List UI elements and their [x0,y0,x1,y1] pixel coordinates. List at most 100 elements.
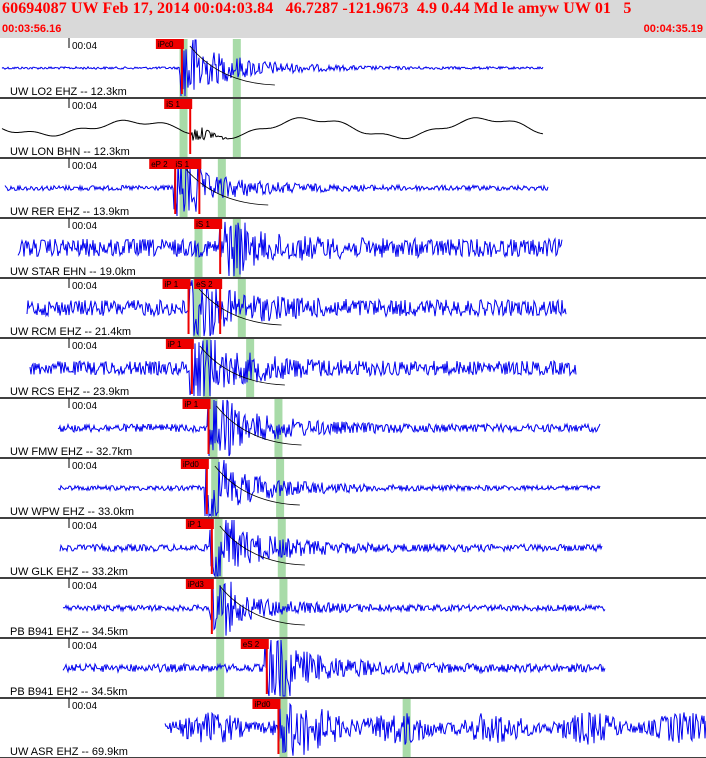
waveform-line [57,399,601,457]
pick-label: iP 1 [165,280,179,289]
trace-panel[interactable]: eP 2 iS 1 00:04 UW RER EHZ -- 13.9km [0,158,706,219]
analysis-window [179,159,188,217]
analysis-window [279,639,288,697]
trace-panel[interactable]: iPc0 00:04 UW LO2 EHZ -- 12.3km [0,38,706,99]
analysis-window [211,459,220,517]
trace-panel[interactable]: iP 1 eS 2 00:04 UW RCM EHZ -- 21.4km [0,278,706,339]
channel-label: PB B941 EH2 -- 34.5km [10,686,127,698]
pick-label: iPd0 [254,700,271,709]
trace-panel[interactable]: iS 1 00:04 UW LON BHN -- 12.3km [0,98,706,159]
coda-curve [216,405,302,446]
pick-label-box[interactable] [252,699,281,709]
pick-label-box[interactable] [149,159,178,169]
waveform-line [59,519,603,578]
pick-label-box[interactable] [240,639,269,649]
seismogram-plot[interactable]: iPc0 00:04 UW LO2 EHZ -- 12.3km iS 1 00:04 UW… [0,38,706,758]
analysis-window [277,519,286,577]
time-tick-label: 00:04 [72,521,97,532]
pick-label-box[interactable] [164,99,193,109]
analysis-window [192,279,201,337]
trace-panel[interactable]: iPd0 00:04 UW ASR EHZ -- 69.9km [0,698,706,758]
time-tick-label: 00:04 [72,641,97,652]
coda-curve [219,585,305,626]
trace-panel[interactable]: iP 1 00:04 UW GLK EHZ -- 33.2km [0,518,706,579]
waveform-line [58,459,601,518]
pick-label: eP 2 [151,160,168,169]
waveform-line [26,279,567,337]
channel-label: UW RCS EHZ -- 23.9km [10,386,129,398]
trace-panel[interactable]: iPd0 00:04 UW WPW EHZ -- 33.0km [0,458,706,519]
pick-label-box[interactable] [194,279,223,289]
time-tick-label: 00:04 [72,161,97,172]
time-tick-label: 00:04 [72,701,97,712]
event-title: 60694087 UW Feb 17, 2014 00:04:03.84 46.… [2,0,632,17]
channel-label: UW FMW EHZ -- 32.7km [10,446,132,458]
pick-label: iP 1 [185,400,199,409]
waveform-line [164,702,706,756]
pick-label: iP 1 [168,340,182,349]
time-tick-label: 00:04 [72,401,97,412]
channel-label: UW RCM EHZ -- 21.4km [10,326,131,338]
channel-label: UW GLK EHZ -- 33.2km [10,566,128,578]
analysis-window [276,459,285,517]
trace-panel[interactable]: iP 1 00:04 UW RCS EHZ -- 23.9km [0,338,706,399]
analysis-window [237,279,246,337]
pick-label-box[interactable] [185,579,214,589]
end-time-label: 00:04:35.19 [643,23,703,35]
pick-label: eS 2 [243,640,260,649]
waveform-line [62,581,606,636]
pick-label: iPc0 [158,40,174,49]
channel-label: PB B941 EHZ -- 34.5km [10,626,128,638]
pick-label-box[interactable] [162,279,191,289]
coda-curve [199,345,285,386]
pick-label: iS 1 [196,220,210,229]
pick-label-box[interactable] [165,339,194,349]
analysis-window [279,699,288,757]
channel-label: UW RER EHZ -- 13.9km [10,206,129,218]
waveform-line [17,219,563,277]
trace-panel[interactable]: iPd3 00:04 PB B941 EHZ -- 34.5km [0,578,706,639]
pick-label: iPd3 [188,580,205,589]
analysis-window [216,579,225,637]
coda-curve [214,465,300,506]
time-tick-label: 00:04 [72,41,97,52]
pick-label-box[interactable] [194,219,223,229]
time-tick-label: 00:04 [72,461,97,472]
channel-label: UW LO2 EHZ -- 12.3km [10,86,127,98]
time-tick-label: 00:04 [72,281,97,292]
waveform-line [62,639,606,697]
channel-label: UW WPW EHZ -- 33.0km [10,506,134,518]
time-tick-label: 00:04 [72,221,97,232]
trace-panel[interactable]: iP 1 00:04 UW FMW EHZ -- 32.7km [0,398,706,459]
analysis-window [216,639,225,697]
start-time-label: 00:03:56.16 [2,23,62,35]
time-tick-label: 00:04 [72,341,97,352]
trace-panel[interactable]: iS 1 00:04 UW STAR EHN -- 19.0km [0,218,706,279]
pick-label-box[interactable] [180,459,209,469]
analysis-window [202,339,211,397]
pick-label: iS 1 [166,100,180,109]
pick-label-box[interactable] [173,159,202,169]
analysis-window [179,99,188,157]
analysis-window [232,39,241,97]
channel-label: UW LON BHN -- 12.3km [10,146,130,158]
coda-curve [219,525,305,566]
waveform-line [29,339,577,397]
pick-label-box[interactable] [185,519,214,529]
pick-label: iPd0 [183,460,200,469]
waveform-line [1,117,544,141]
trace-panel[interactable]: eS 2 00:04 PB B941 EH2 -- 34.5km [0,638,706,699]
channel-label: UW ASR EHZ -- 69.9km [10,746,128,758]
analysis-window [232,99,241,157]
pick-label-box[interactable] [155,39,184,49]
pick-label-box[interactable] [182,399,211,409]
coda-curve [196,285,282,326]
time-tick-label: 00:04 [72,101,97,112]
waveform-line [1,39,544,97]
time-tick-label: 00:04 [72,581,97,592]
coda-curve [189,45,275,86]
waveform-line [4,159,549,217]
pick-label: eS 2 [196,280,213,289]
header-bar: 60694087 UW Feb 17, 2014 00:04:03.84 46.… [0,0,706,38]
pick-label: iS 1 [175,160,189,169]
